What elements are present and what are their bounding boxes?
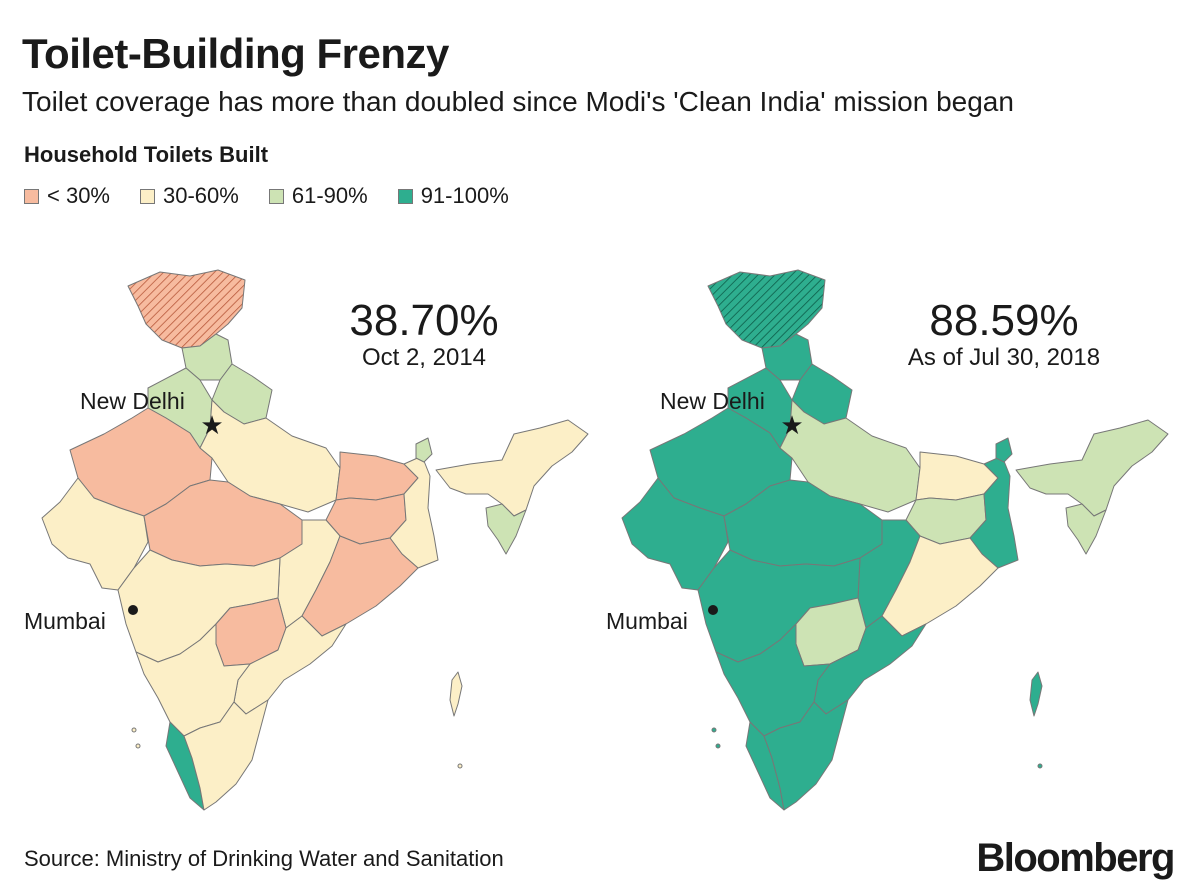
region-northeast	[435, 419, 589, 517]
capital-label: New Delhi	[660, 388, 765, 414]
india-map-2018: ★	[621, 269, 1169, 811]
region-sikkim	[415, 437, 433, 463]
coverage-date-2014: Oct 2, 2014	[361, 344, 487, 371]
legend-label: 61-90%	[291, 183, 368, 208]
region-andaman-islands	[449, 671, 463, 717]
india-map-2014: ★	[41, 269, 589, 811]
legend-swatch	[140, 188, 155, 204]
coverage-value-2018: 88.59%	[929, 296, 1079, 345]
city-marker	[128, 605, 138, 615]
region-tamil-nadu	[183, 699, 269, 811]
legend-title: Household Toilets Built	[24, 142, 269, 167]
region-andaman-islands	[1029, 671, 1043, 717]
legend-item: < 30%	[24, 183, 110, 209]
chart-title: Toilet-Building Frenzy	[22, 30, 449, 77]
source-note: Source: Ministry of Drinking Water and S…	[24, 846, 504, 871]
legend-label: < 30%	[47, 183, 110, 208]
region-uttar-pradesh	[199, 399, 341, 513]
region-sikkim	[995, 437, 1013, 463]
capital-label: New Delhi	[80, 388, 185, 414]
region-tamil-nadu	[763, 699, 849, 811]
legend-label: 30-60%	[163, 183, 239, 208]
legend: < 30% 30-60% 61-90% 91-100%	[24, 183, 539, 209]
region-karnataka	[135, 623, 251, 737]
legend-item: 91-100%	[397, 183, 509, 209]
region-odisha	[881, 535, 999, 637]
legend-swatch	[397, 188, 413, 204]
region-gujarat	[41, 477, 149, 591]
city-marker	[708, 605, 718, 615]
region-uttar-pradesh	[779, 399, 921, 513]
legend-swatch	[268, 188, 284, 204]
coverage-date-2018: As of Jul 30, 2018	[907, 344, 1101, 371]
legend-label: 91-100%	[420, 183, 509, 208]
region-odisha	[301, 535, 419, 637]
region-manipur-mizoram	[485, 503, 527, 555]
coverage-value-2014: 38.70%	[349, 296, 499, 345]
region-karnataka	[715, 623, 831, 737]
city-label: Mumbai	[606, 608, 688, 634]
region-northeast	[1015, 419, 1169, 517]
region-jammu-kashmir	[707, 269, 826, 349]
region-manipur-mizoram	[1065, 503, 1107, 555]
capital-star-icon: ★	[780, 410, 803, 440]
region-jammu-kashmir	[127, 269, 246, 349]
legend-item: 30-60%	[140, 183, 239, 209]
legend-swatch	[24, 188, 39, 204]
lakshadweep-islands	[131, 727, 463, 769]
bloomberg-logo: Bloomberg	[976, 836, 1175, 880]
lakshadweep-islands	[711, 727, 1043, 769]
city-label: Mumbai	[24, 608, 106, 634]
legend-item: 61-90%	[268, 183, 368, 209]
capital-star-icon: ★	[200, 410, 223, 440]
region-gujarat	[621, 477, 729, 591]
chart-subtitle: Toilet coverage has more than doubled si…	[22, 86, 1014, 117]
